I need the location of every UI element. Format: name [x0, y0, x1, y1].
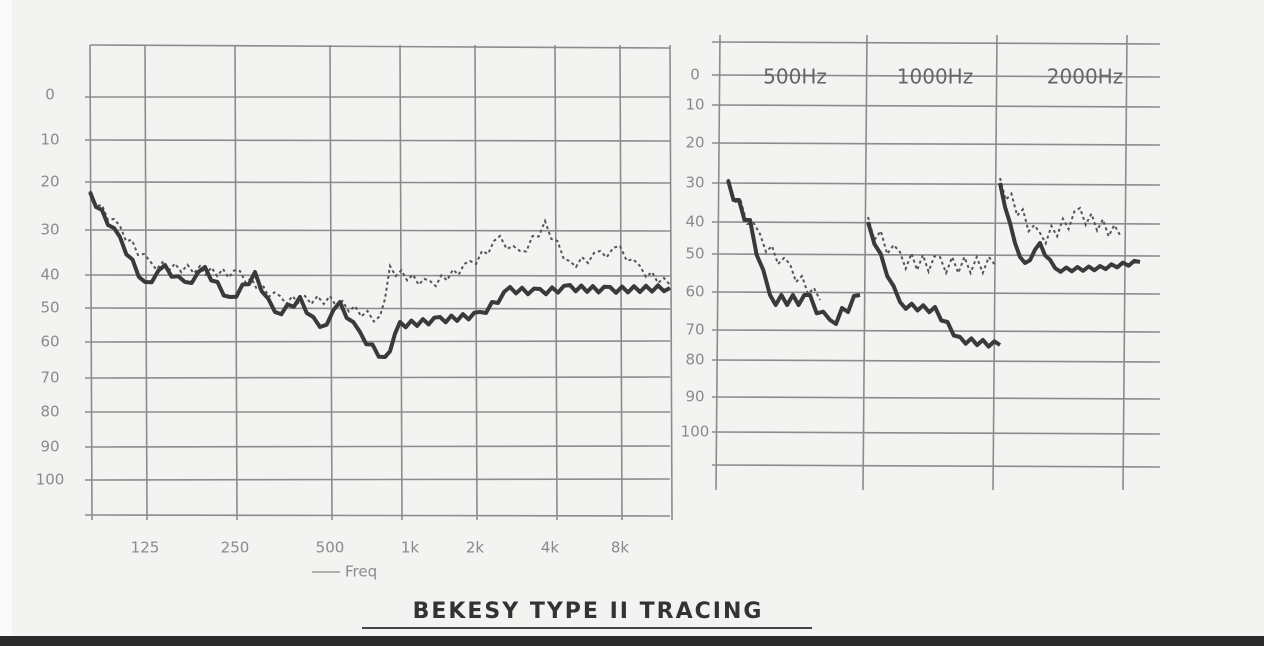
- column-header: 500Hz: [763, 65, 827, 89]
- paper-edge: [0, 0, 12, 646]
- grid-line: [89, 44, 93, 521]
- solid-trace: [998, 182, 1141, 274]
- dotted-trace: [89, 190, 671, 324]
- grid-line: [89, 44, 671, 49]
- grid-line: [84, 340, 671, 343]
- grid-line: [84, 181, 671, 184]
- solid-trace: [726, 179, 861, 326]
- y-tick-label: 70: [40, 369, 59, 387]
- grid-line: [619, 44, 623, 521]
- grid-line: [711, 41, 1161, 45]
- grid-line: [554, 44, 558, 521]
- grid-line: [715, 34, 721, 491]
- grid-line: [992, 34, 998, 491]
- x-tick-label: 500: [316, 539, 345, 557]
- x-tick-label: 1k: [401, 539, 420, 557]
- grid-line: [84, 376, 671, 379]
- grid-line: [329, 44, 333, 521]
- grid-line: [711, 104, 1161, 108]
- x-tick-label: 8k: [611, 539, 630, 557]
- x-axis-label: Freq: [345, 563, 377, 581]
- grid-line: [84, 139, 671, 142]
- y-tick-label: 0: [45, 86, 55, 104]
- y-tick-label: 70: [685, 321, 704, 339]
- y-tick-label: 40: [685, 213, 704, 231]
- grid-line: [862, 34, 868, 491]
- column-header: 2000Hz: [1047, 65, 1123, 89]
- grids: [84, 34, 1161, 521]
- y-tick-label: 100: [36, 471, 65, 489]
- y-tick-label: 50: [685, 245, 704, 263]
- y-tick-label: 20: [40, 173, 59, 191]
- grid-line: [711, 431, 1161, 435]
- y-tick-label: 20: [685, 134, 704, 152]
- y-tick-label: 90: [685, 388, 704, 406]
- x-tick-label: 4k: [541, 539, 560, 557]
- grid-line: [711, 74, 1161, 78]
- x-tick-label: 125: [131, 539, 160, 557]
- grid-line: [711, 464, 1161, 468]
- grid-line: [669, 44, 673, 521]
- grid-line: [399, 44, 403, 521]
- y-tick-label: 90: [40, 438, 59, 456]
- grid-line: [84, 229, 671, 232]
- y-tick-label: 50: [40, 299, 59, 317]
- y-tick-label: 30: [40, 221, 59, 239]
- bottom-band: [0, 636, 1264, 646]
- x-tick-label: 2k: [466, 539, 485, 557]
- grid-line: [84, 478, 671, 481]
- y-tick-label: 10: [40, 131, 59, 149]
- traces: [88, 177, 1141, 359]
- solid-trace: [866, 221, 1002, 349]
- grid-line: [84, 445, 671, 448]
- y-tick-label: 10: [685, 96, 704, 114]
- grid-line: [84, 307, 671, 310]
- grid-line: [711, 291, 1161, 295]
- grid-line: [711, 359, 1161, 363]
- y-tick-label: 100: [681, 423, 710, 441]
- x-tick-label: 250: [221, 539, 250, 557]
- grid-line: [711, 396, 1161, 400]
- solid-trace: [88, 191, 671, 359]
- y-tick-label: 30: [685, 174, 704, 192]
- column-header: 1000Hz: [897, 65, 973, 89]
- grid-line: [474, 44, 478, 521]
- y-tick-label: 60: [685, 283, 704, 301]
- grid-line: [711, 253, 1161, 257]
- y-tick-label: 80: [40, 403, 59, 421]
- y-tick-label: 60: [40, 333, 59, 351]
- y-tick-label: 40: [40, 266, 59, 284]
- grid-line: [84, 274, 671, 277]
- grid-line: [711, 329, 1161, 333]
- grid-line: [234, 44, 238, 521]
- grid-line: [711, 182, 1161, 186]
- y-tick-label: 0: [690, 66, 700, 84]
- grid-line: [84, 514, 671, 517]
- grid-line: [711, 142, 1161, 146]
- title: BEKESY TYPE II TRACING: [413, 599, 764, 624]
- y-tick-label: 80: [685, 351, 704, 369]
